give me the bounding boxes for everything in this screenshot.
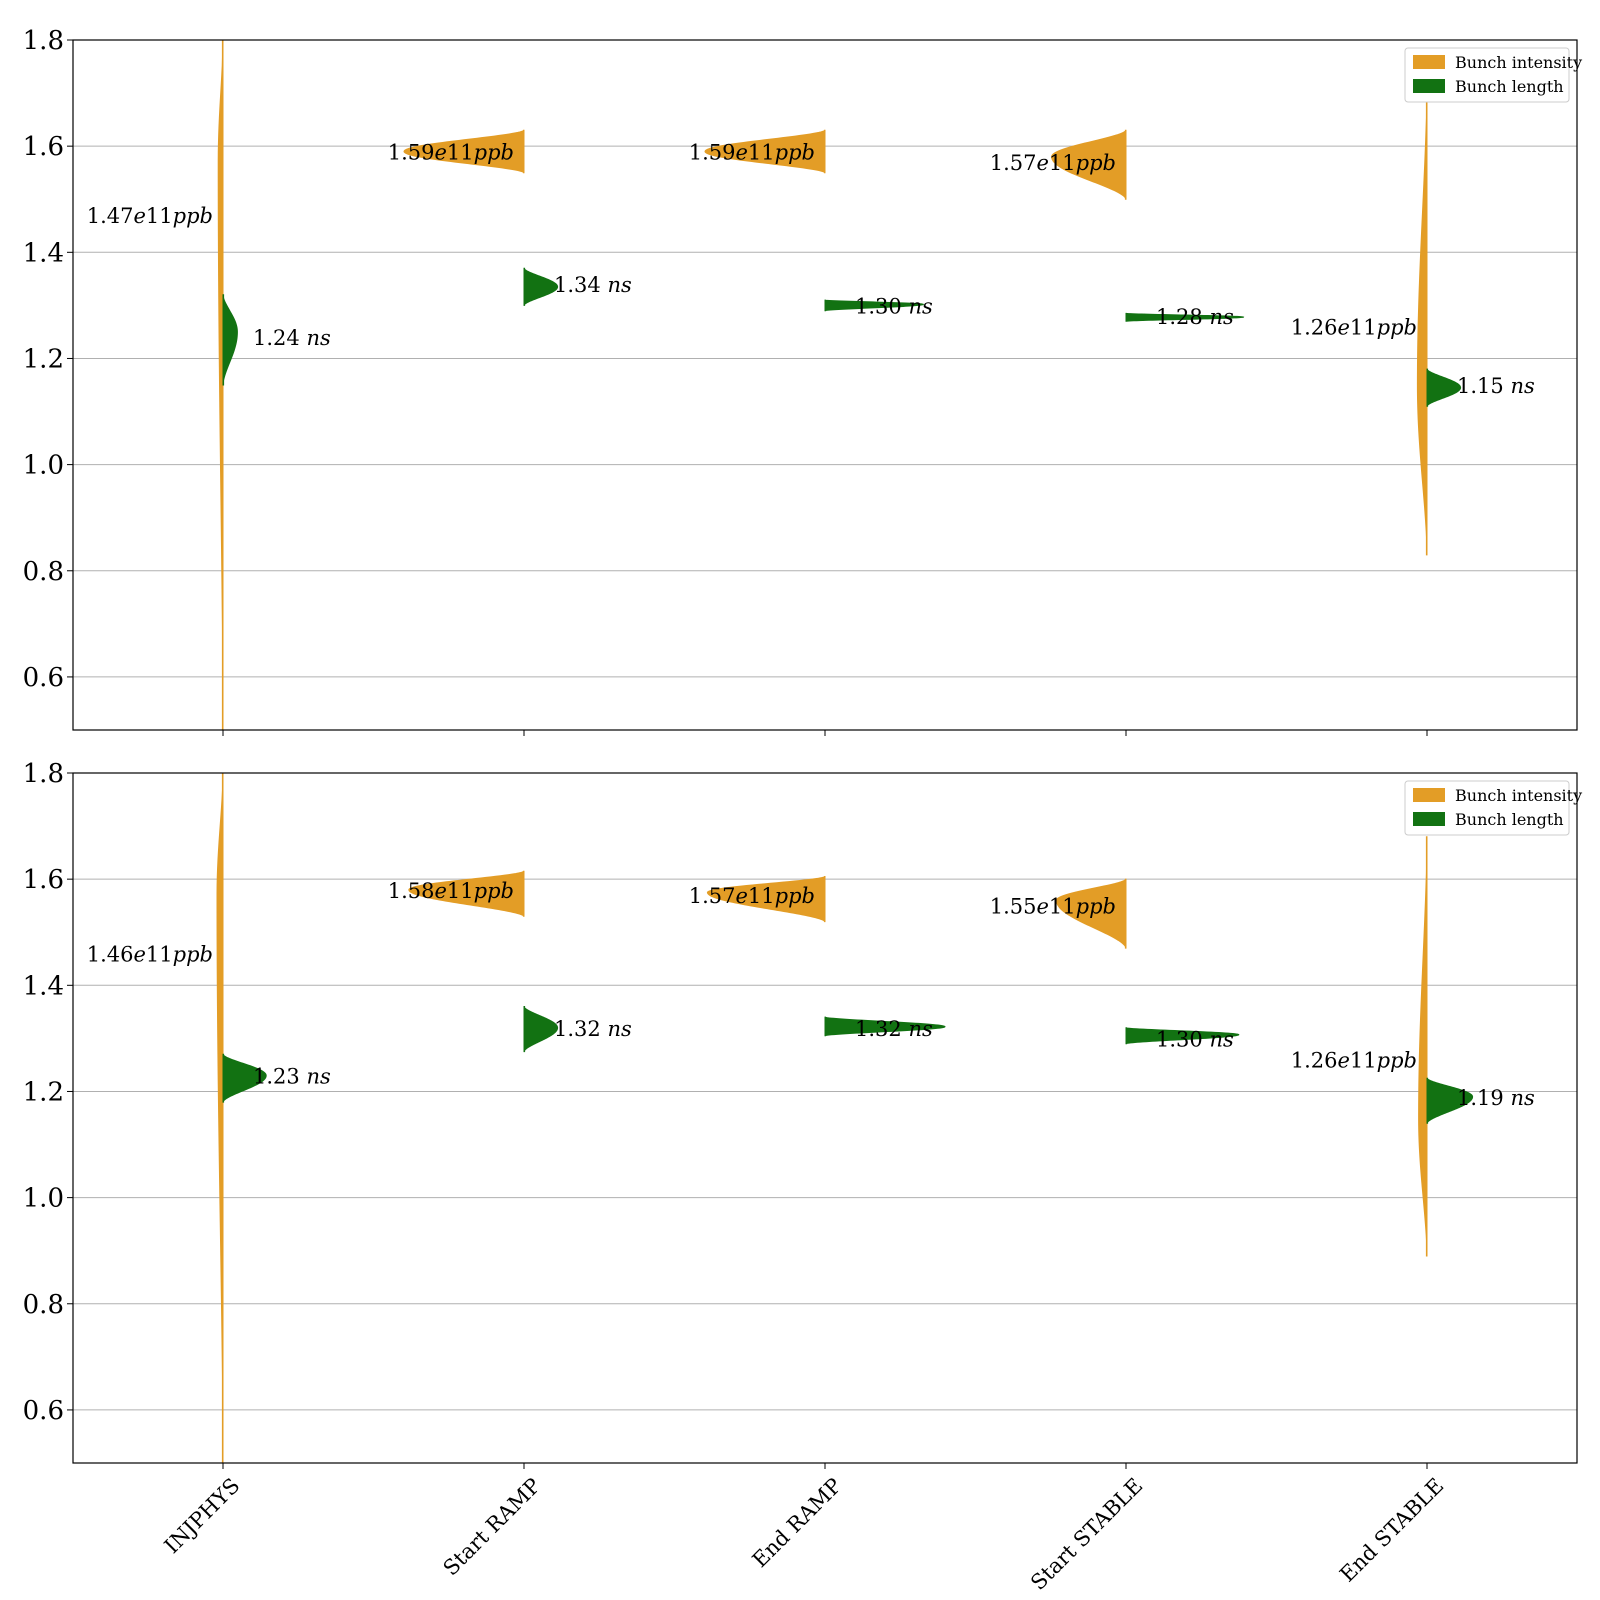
bottom-panel: 0.6 0.8 1.0 1.2 1.4 1.6 1.8 1.46e11ppb 1.58e11pp…: [23, 759, 1582, 1469]
legend-label: Bunch intensity: [1455, 786, 1582, 805]
intensity-violin: [1418, 836, 1428, 1257]
intensity-violin: [706, 876, 826, 923]
legend-box: [1404, 47, 1570, 103]
intensity-median-label: 1.58e11ppb: [388, 879, 514, 903]
top-panel: 0.6 0.8 1.0 1.2 1.4 1.6 1.8 1.47e11ppb 1.59e11pp…: [23, 26, 1582, 736]
intensity-median-label: 1.26e11ppb: [1291, 1049, 1417, 1073]
intensity-violin: [1416, 81, 1428, 556]
intensity-median-label: 1.55e11ppb: [990, 895, 1116, 919]
legend-label: Bunch length: [1455, 77, 1564, 96]
intensity-median-label: 1.46e11ppb: [87, 942, 213, 966]
x-tick-labels: INJPHYS Start RAMP End RAMP Start STABLE End…: [160, 1473, 1449, 1594]
length-median-label: 1.23 ns: [253, 1065, 331, 1089]
legend-swatch-intensity: [1413, 55, 1445, 69]
intensity-violin: [1055, 878, 1127, 949]
length-median-label: 1.30 ns: [855, 294, 933, 318]
length-violin: [222, 294, 238, 386]
length-violin: [1426, 1077, 1474, 1124]
y-tick-label: 1.2: [23, 344, 64, 374]
y-tick-label: 1.0: [23, 1184, 64, 1214]
y-tick-label: 1.0: [23, 451, 64, 481]
intensity-median-label: 1.26e11ppb: [1291, 316, 1417, 340]
intensity-violin: [403, 129, 525, 174]
legend-swatch-length: [1413, 79, 1445, 93]
y-tick-label: 0.8: [23, 1290, 64, 1320]
length-violin: [523, 267, 559, 306]
length-violin: [824, 299, 925, 312]
axes-frame: [72, 772, 1578, 1464]
y-tick-label: 1.8: [23, 759, 64, 789]
intensity-median-label: 1.57e11ppb: [990, 151, 1116, 175]
intensity-violin: [216, 772, 224, 1464]
x-category-label: INJPHYS: [160, 1473, 245, 1558]
length-violin: [1125, 1027, 1240, 1045]
intensity-median-label: 1.47e11ppb: [87, 204, 213, 228]
intensity-median-label: 1.59e11ppb: [388, 140, 514, 164]
intensity-violin: [217, 39, 224, 731]
legend-box: [1404, 780, 1570, 836]
length-violin: [824, 1016, 946, 1037]
intensity-violin: [408, 870, 525, 917]
y-tick-label: 0.6: [23, 663, 64, 693]
y-tick-label: 1.6: [23, 865, 64, 895]
y-tick-label: 1.4: [23, 971, 64, 1001]
y-tick-label: 1.6: [23, 132, 64, 162]
legend-label: Bunch length: [1455, 810, 1564, 829]
x-category-label: End STABLE: [1335, 1473, 1448, 1586]
x-category-label: End RAMP: [748, 1473, 847, 1572]
intensity-median-label: 1.59e11ppb: [689, 140, 815, 164]
length-median-label: 1.28 ns: [1156, 305, 1234, 329]
length-median-label: 1.19 ns: [1457, 1086, 1535, 1110]
length-median-label: 1.30 ns: [1156, 1027, 1234, 1051]
intensity-median-label: 1.57e11ppb: [689, 884, 815, 908]
axes-frame: [72, 39, 1578, 731]
length-violin: [523, 1006, 559, 1053]
length-violin: [1125, 312, 1245, 322]
legend-swatch-intensity: [1413, 788, 1445, 802]
legend-label: Bunch intensity: [1455, 53, 1582, 72]
y-tick-label: 1.4: [23, 238, 64, 268]
length-median-label: 1.32 ns: [554, 1017, 632, 1041]
y-tick-label: 1.8: [23, 26, 64, 56]
x-category-label: Start STABLE: [1026, 1473, 1147, 1594]
y-tick-label: 0.8: [23, 557, 64, 587]
length-median-label: 1.24 ns: [253, 326, 331, 350]
length-violin: [222, 1053, 267, 1103]
intensity-violin: [704, 129, 826, 174]
legend-swatch-length: [1413, 812, 1445, 826]
y-tick-label: 0.6: [23, 1396, 64, 1426]
length-median-label: 1.32 ns: [855, 1017, 933, 1041]
legend: Bunch intensity Bunch length: [1404, 47, 1582, 103]
intensity-violin: [1051, 129, 1127, 200]
length-median-label: 1.34 ns: [554, 273, 632, 297]
length-median-label: 1.15 ns: [1457, 374, 1535, 398]
length-violin: [1426, 368, 1462, 407]
legend: Bunch intensity Bunch length: [1404, 780, 1582, 836]
y-tick-label: 1.2: [23, 1077, 64, 1107]
x-category-label: Start RAMP: [439, 1473, 546, 1580]
